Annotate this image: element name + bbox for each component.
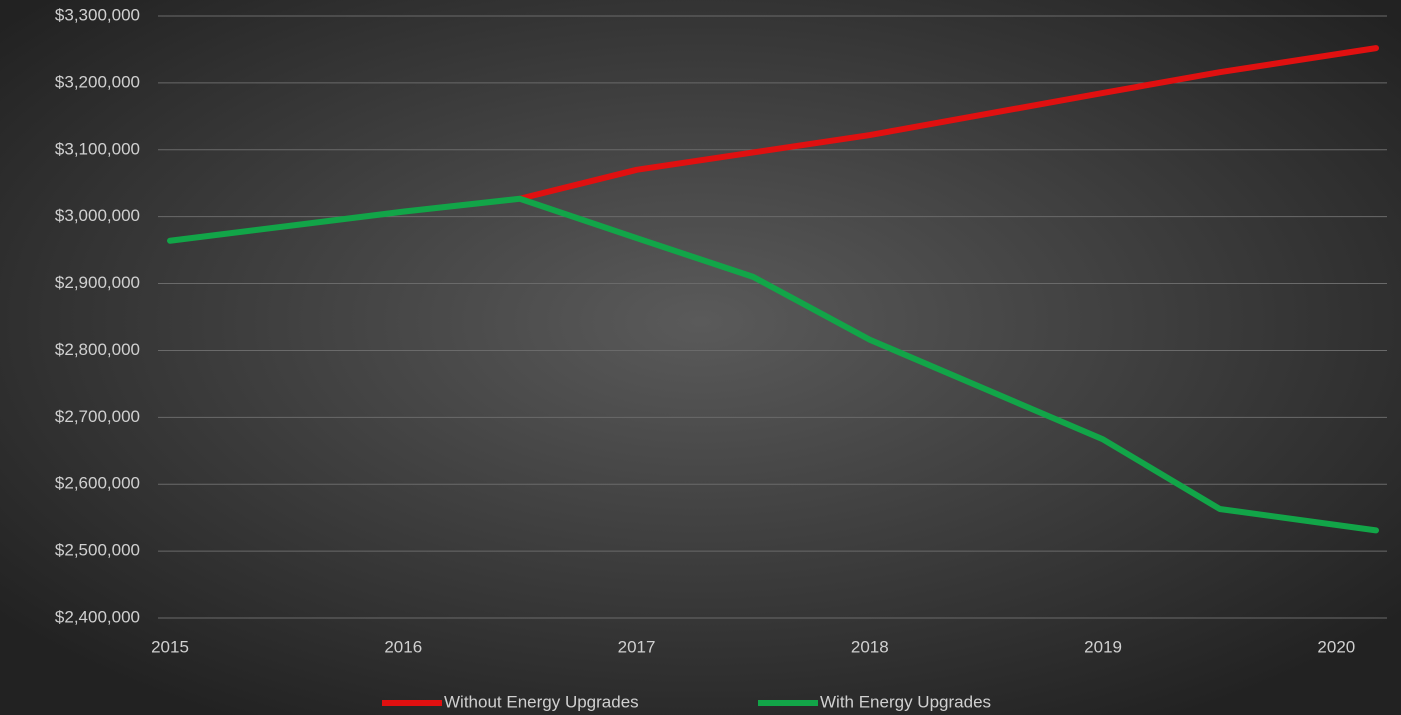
legend-label: Without Energy Upgrades — [444, 692, 639, 711]
x-tick-label: 2020 — [1317, 637, 1355, 656]
x-tick-label: 2015 — [151, 637, 189, 656]
x-tick-label: 2016 — [384, 637, 422, 656]
legend-label: With Energy Upgrades — [820, 692, 991, 711]
y-tick-label: $3,300,000 — [55, 5, 140, 24]
y-tick-label: $2,700,000 — [55, 407, 140, 426]
x-tick-label: 2017 — [618, 637, 656, 656]
x-tick-label: 2018 — [851, 637, 889, 656]
y-tick-label: $2,600,000 — [55, 474, 140, 493]
series-line — [167, 195, 1379, 534]
y-tick-label: $2,500,000 — [55, 541, 140, 560]
series-line — [516, 45, 1379, 202]
y-tick-label: $3,000,000 — [55, 206, 140, 225]
y-tick-label: $3,100,000 — [55, 139, 140, 158]
y-tick-label: $3,200,000 — [55, 72, 140, 91]
y-tick-label: $2,800,000 — [55, 340, 140, 359]
y-tick-label: $2,400,000 — [55, 607, 140, 626]
x-tick-label: 2019 — [1084, 637, 1122, 656]
y-tick-label: $2,900,000 — [55, 273, 140, 292]
